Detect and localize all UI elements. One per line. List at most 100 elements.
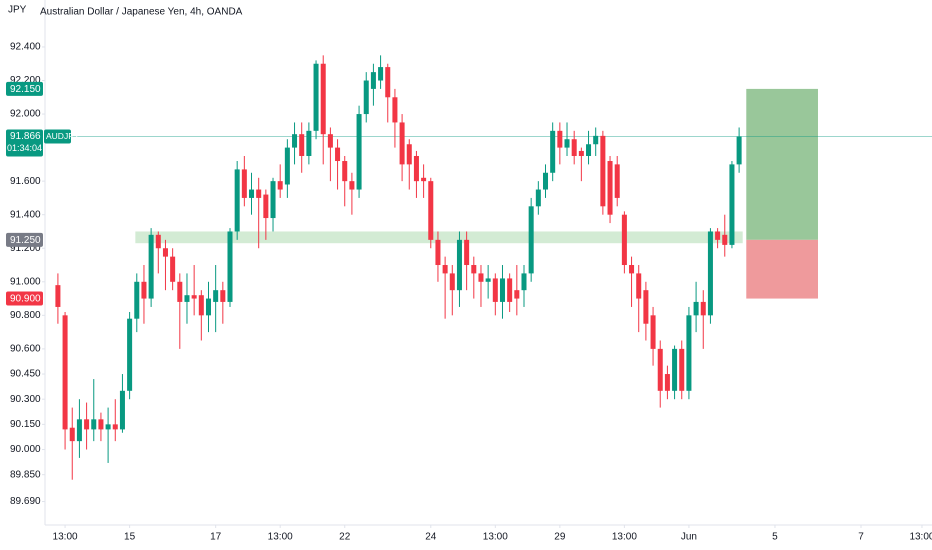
y-tick-label: 91.000: [10, 276, 41, 287]
candle-body: [614, 164, 620, 198]
x-tick-label: 13:00: [483, 532, 508, 543]
candle-body: [428, 181, 434, 240]
candle-body: [485, 278, 491, 282]
candle-body: [499, 278, 505, 302]
candle-body: [385, 67, 391, 98]
y-axis-label: JPY: [8, 5, 27, 16]
candle-body: [55, 285, 61, 307]
price-label-box: [6, 81, 43, 96]
candle-body: [370, 72, 376, 89]
candle-body: [471, 265, 477, 274]
candle-body: [155, 234, 161, 249]
candle-body: [141, 281, 147, 299]
x-tick-label: 7: [858, 532, 864, 543]
candle-body: [213, 290, 219, 302]
candle-body: [327, 134, 333, 148]
candle-body: [84, 419, 90, 430]
candle-body: [134, 281, 140, 319]
candle-body: [162, 248, 168, 257]
candle-body: [277, 181, 283, 190]
x-tick-label: 24: [425, 532, 437, 543]
candle-body: [270, 181, 276, 219]
candle-body: [356, 114, 362, 190]
candle-body: [421, 177, 427, 182]
price-label: 92.150: [10, 84, 41, 95]
candle-body: [643, 290, 649, 324]
candle-body: [521, 273, 527, 291]
y-tick-label: 91.400: [10, 209, 41, 220]
candle-body: [191, 295, 197, 299]
candle-body: [686, 315, 692, 391]
candle-body: [69, 427, 75, 442]
candle-body: [707, 231, 713, 316]
candle-body: [392, 97, 398, 123]
candle-body: [335, 147, 341, 162]
candle-body: [320, 63, 326, 135]
candle-body: [657, 348, 663, 391]
candle-body: [363, 80, 369, 115]
candle-body: [220, 290, 226, 302]
candle-body: [442, 265, 448, 274]
candle-body: [478, 273, 484, 282]
candle-body: [342, 161, 348, 182]
x-tick-label: 5: [772, 532, 778, 543]
candle-body: [736, 136, 742, 165]
price-label: 91.250: [10, 235, 41, 246]
candle-body: [349, 181, 355, 190]
candle-body: [492, 278, 498, 302]
x-tick-label: 22: [339, 532, 351, 543]
candle-body: [299, 134, 305, 156]
y-tick-label: 92.000: [10, 109, 41, 120]
x-tick-label: 15: [124, 532, 136, 543]
candle-body: [693, 301, 699, 316]
candle-body: [119, 390, 125, 430]
candle-body: [621, 214, 627, 266]
price-label-box: [6, 291, 43, 306]
candle-body: [177, 281, 183, 302]
candle-body: [600, 135, 606, 207]
y-tick-label: 91.200: [10, 243, 41, 254]
candle-body: [564, 139, 570, 148]
y-tick-label: 89.690: [10, 496, 41, 507]
last-price-label: 91.866: [10, 131, 41, 142]
candle-body: [542, 172, 549, 190]
candle-body: [198, 295, 204, 316]
x-tick-label: 13:00: [53, 532, 78, 543]
candle-body: [557, 130, 563, 148]
candle-body: [306, 130, 312, 156]
candle-body: [62, 315, 68, 430]
y-tick-label: 92.400: [10, 42, 41, 53]
candle-body: [263, 194, 269, 219]
candle-body: [413, 155, 419, 182]
candle-body: [378, 67, 384, 81]
candle-body: [435, 239, 441, 266]
price-label: 90.900: [10, 294, 41, 305]
candle-body: [112, 424, 118, 430]
candle-body: [729, 164, 735, 245]
candle-body: [607, 161, 613, 215]
x-tick-label: 13:00: [612, 532, 637, 543]
candle-body: [679, 348, 685, 391]
candle-body: [249, 189, 255, 198]
candle-body: [571, 139, 577, 156]
price-label-box: [6, 232, 43, 247]
x-tick-label: 13:00: [268, 532, 293, 543]
candle-body: [528, 206, 534, 274]
candle-body: [449, 273, 455, 291]
candle-body: [148, 234, 154, 299]
y-tick-label: 90.450: [10, 369, 41, 380]
profit-zone: [746, 88, 818, 240]
candle-body: [399, 122, 405, 165]
candle-body: [464, 239, 470, 266]
candle-body: [636, 273, 642, 299]
y-tick-label: 90.800: [10, 310, 41, 321]
candle-body: [664, 374, 670, 391]
y-tick-label: 90.600: [10, 344, 41, 355]
y-tick-label: 91.600: [10, 176, 41, 187]
y-tick-label: 90.150: [10, 419, 41, 430]
candle-body: [241, 169, 247, 198]
candle-body: [586, 144, 592, 156]
candle-body: [127, 318, 133, 391]
candle-body: [292, 134, 298, 148]
